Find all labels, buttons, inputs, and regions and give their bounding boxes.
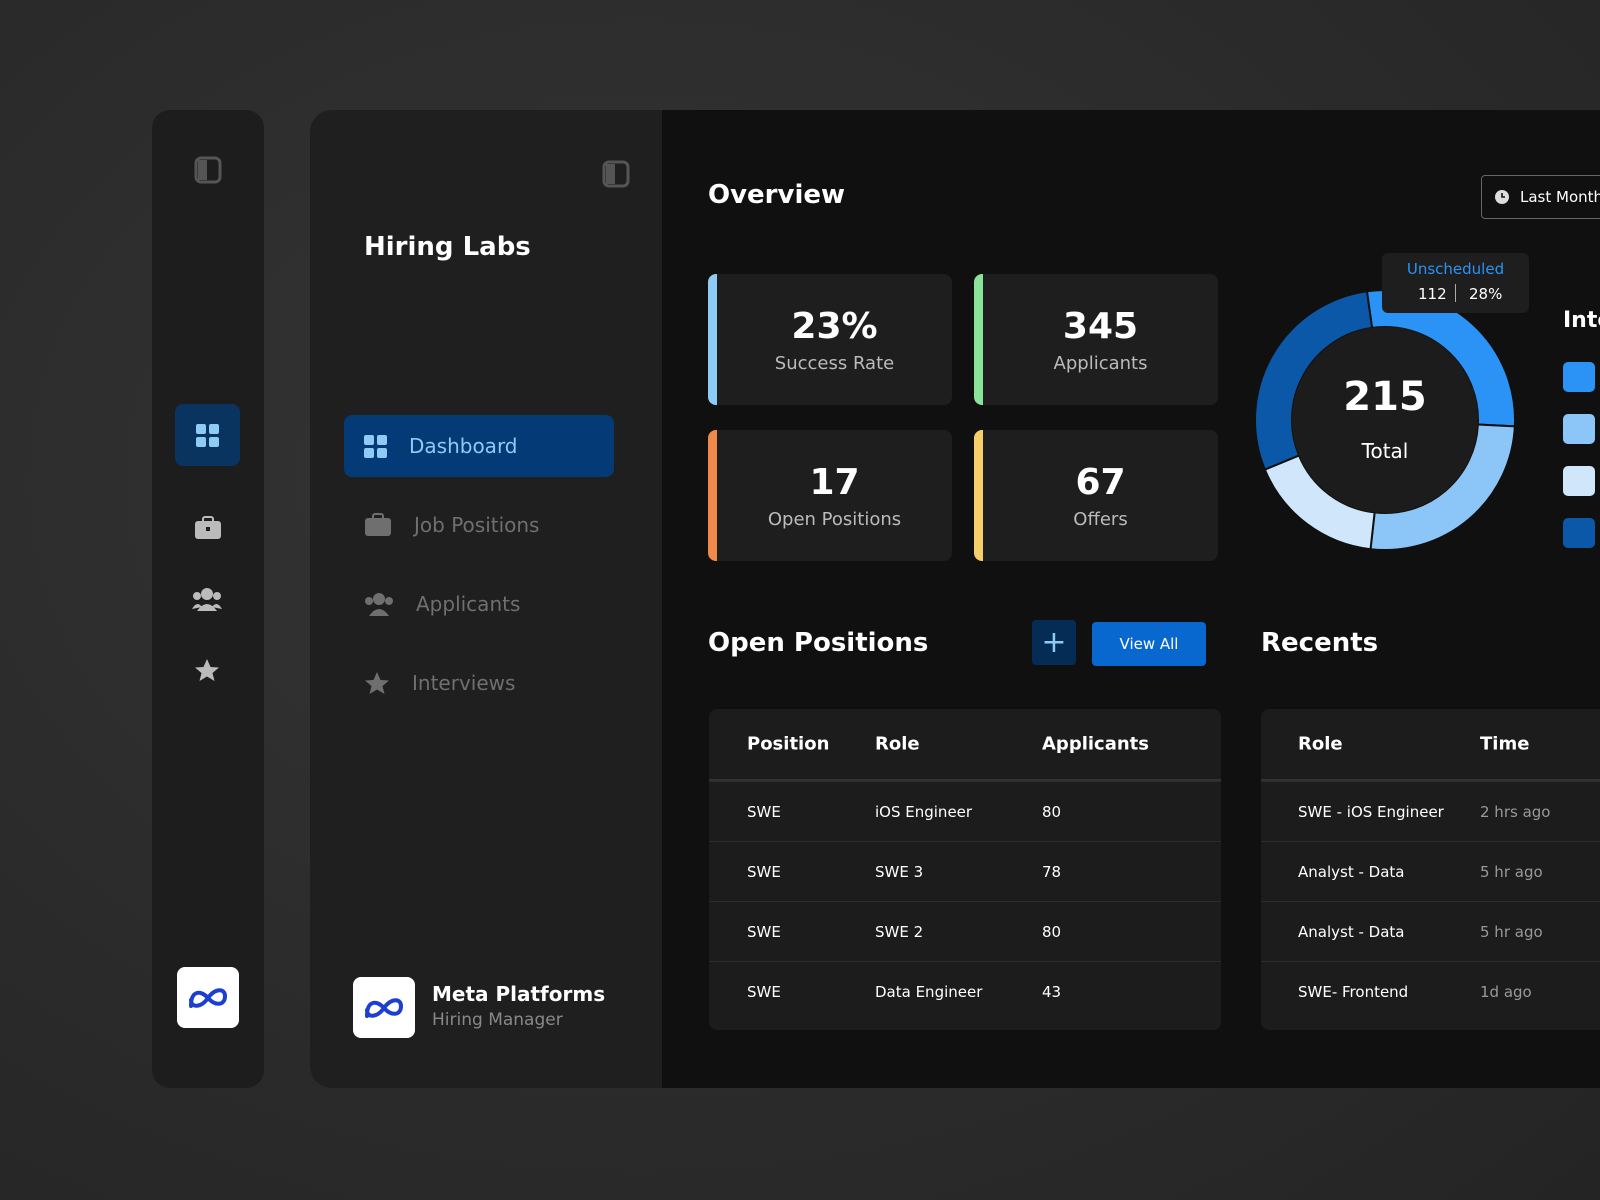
nav-label: Job Positions	[414, 513, 540, 537]
collapse-icon[interactable]	[602, 160, 630, 188]
collapse-icon[interactable]	[194, 156, 222, 184]
nav-item[interactable]: Interviews	[344, 652, 614, 714]
rail-org-logo[interactable]	[177, 967, 239, 1028]
table-cell: 5 hr ago	[1480, 922, 1543, 941]
donut-total-label: Total	[1361, 439, 1409, 463]
brand: Hiring Labs	[364, 232, 531, 262]
table-cell: 1d ago	[1480, 982, 1532, 1001]
nav-item[interactable]: Dashboard	[344, 415, 614, 477]
tooltip-name: Unscheduled	[1406, 260, 1505, 278]
donut-total: 215	[1343, 374, 1427, 420]
open-positions-table: Position Role Applicants SWE iOS Engineer 80 S…	[709, 709, 1221, 1030]
legend-title: Inte	[1563, 308, 1600, 333]
table-cell: SWE- Frontend	[1298, 982, 1409, 1001]
legend-swatch	[1563, 414, 1595, 444]
table-row: SWE SWE 3 78	[709, 841, 1221, 901]
table-cell: SWE 2	[875, 922, 924, 941]
nav-item[interactable]: Job Positions	[344, 494, 614, 556]
nav-item[interactable]: Applicants	[344, 573, 614, 635]
filter-label: Last Month	[1520, 188, 1600, 206]
chart-tooltip: Unscheduled 112 28%	[1382, 253, 1529, 313]
table-cell: 80	[1042, 922, 1062, 941]
nav-label: Applicants	[416, 592, 521, 616]
column-header: Position	[747, 733, 830, 755]
legend-swatch	[1563, 518, 1595, 548]
stat-card: 17 Open Positions	[708, 430, 952, 561]
org-logo	[353, 977, 415, 1038]
rail-interviews[interactable]	[194, 658, 220, 682]
column-header: Applicants	[1042, 733, 1149, 755]
table-row: Analyst - Data 5 hr ago	[1261, 841, 1600, 901]
stat-card: 23% Success Rate	[708, 274, 952, 405]
table-cell: iOS Engineer	[875, 802, 973, 821]
table-cell: 78	[1042, 862, 1062, 881]
column-header: Time	[1480, 733, 1530, 755]
icon-rail	[152, 110, 264, 1088]
table-row: SWE Data Engineer 43	[709, 961, 1221, 1021]
rail-applicants[interactable]	[192, 587, 222, 611]
column-header: Role	[1298, 733, 1343, 755]
filter-button[interactable]: Last Month	[1481, 175, 1600, 219]
column-header: Role	[875, 733, 920, 755]
stat-card: 345 Applicants	[974, 274, 1218, 405]
table-row: SWE- Frontend 1d ago	[1261, 961, 1600, 1021]
view-all-button[interactable]: View All	[1092, 622, 1206, 666]
sidebar: Hiring Labs Meta Platforms Hiring Manage…	[310, 110, 690, 1088]
nav-label: Dashboard	[409, 434, 518, 458]
org-name: Meta Platforms	[432, 982, 606, 1006]
table-cell: Data Engineer	[875, 982, 983, 1001]
org-role: Hiring Manager	[432, 1010, 563, 1030]
table-row: SWE - iOS Engineer 2 hrs ago	[1261, 781, 1600, 841]
overview-title: Overview	[708, 180, 846, 210]
tooltip-divider	[1455, 284, 1456, 302]
table-cell: 80	[1042, 802, 1062, 821]
table-cell: SWE 3	[875, 862, 924, 881]
table-cell: 2 hrs ago	[1480, 802, 1551, 821]
add-button[interactable]: +	[1032, 620, 1076, 665]
stat-label: Offers	[1073, 508, 1128, 530]
legend-swatch	[1563, 362, 1595, 392]
main: Overview Last Month 215 Total Unscheduled…	[662, 110, 1600, 1088]
stat-card: 67 Offers	[974, 430, 1218, 561]
table-cell: SWE	[747, 802, 781, 821]
stat-value: 345	[1062, 305, 1139, 347]
table-cell: 5 hr ago	[1480, 862, 1543, 881]
stat-value: 17	[809, 461, 860, 503]
table-cell: Analyst - Data	[1298, 922, 1405, 941]
stat-label: Success Rate	[774, 352, 895, 374]
table-row: SWE SWE 2 80	[709, 901, 1221, 961]
donut-hole	[1292, 327, 1478, 513]
stat-label: Applicants	[1053, 352, 1148, 374]
table-row: SWE iOS Engineer 80	[709, 781, 1221, 841]
recents-table: Role Time SWE - iOS Engineer 2 hrs ago Analy…	[1261, 709, 1600, 1030]
tooltip-percent: 28%	[1469, 285, 1503, 303]
table-cell: SWE	[747, 862, 781, 881]
table-header: Role Time	[1261, 709, 1600, 781]
table-cell: SWE	[747, 982, 781, 1001]
table-cell: Analyst - Data	[1298, 862, 1405, 881]
table-cell: SWE	[747, 922, 781, 941]
donut-chart: 215 Total	[1254, 289, 1516, 551]
table-header: Position Role Applicants	[709, 709, 1221, 781]
legend-swatch	[1563, 466, 1595, 496]
table-row: Analyst - Data 5 hr ago	[1261, 901, 1600, 961]
stat-value: 67	[1075, 461, 1126, 503]
recents-title: Recents	[1261, 628, 1379, 658]
table-cell: 43	[1042, 982, 1062, 1001]
stat-value: 23%	[791, 305, 878, 347]
nav-label: Interviews	[412, 671, 516, 695]
stat-label: Open Positions	[767, 508, 902, 530]
table-cell: SWE - iOS Engineer	[1298, 802, 1444, 821]
rail-dashboard[interactable]	[175, 404, 240, 466]
open-positions-title: Open Positions	[708, 628, 929, 658]
rail-jobs[interactable]	[194, 516, 222, 540]
tooltip-count: 112	[1418, 285, 1447, 303]
